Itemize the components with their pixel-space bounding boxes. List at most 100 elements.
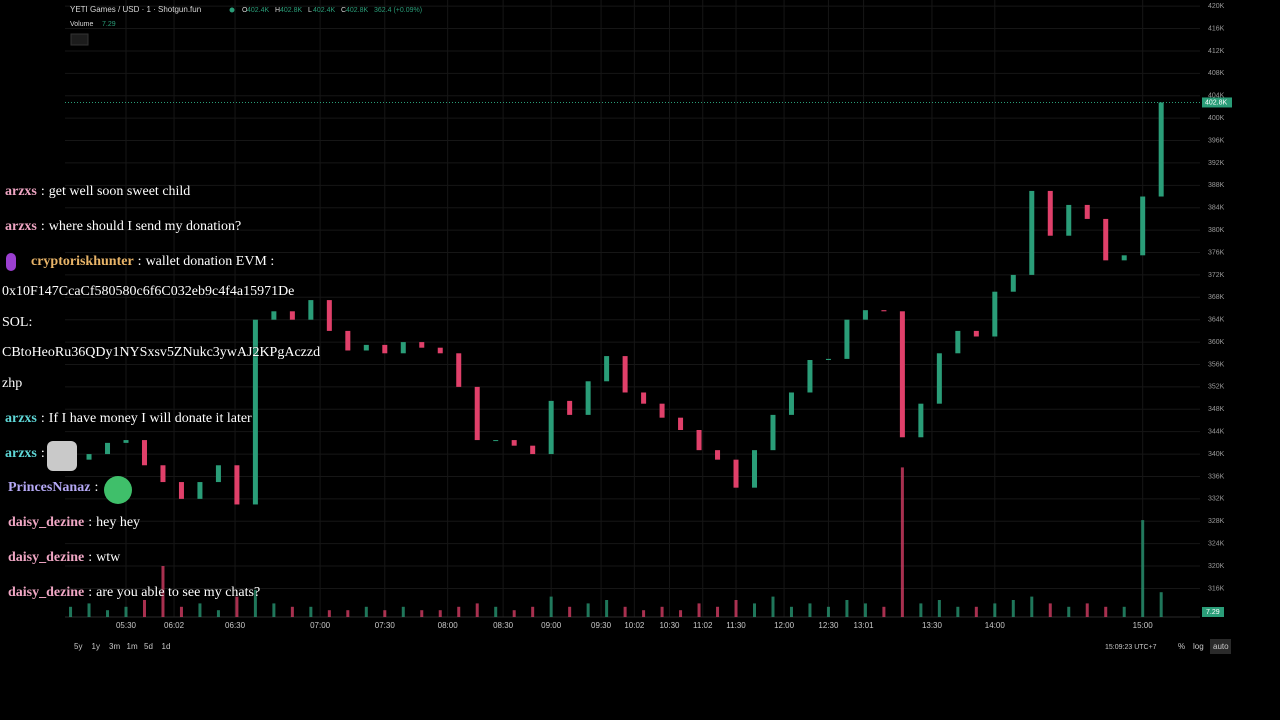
volume-bar xyxy=(420,610,424,617)
x-tick-label: 11:30 xyxy=(726,621,746,630)
y-tick-label: 376K xyxy=(1208,249,1225,256)
volume-bar xyxy=(642,610,646,617)
x-tick-label: 08:00 xyxy=(438,621,459,630)
change: 362.4 (+0.09%) xyxy=(374,7,422,14)
y-tick-label: 356K xyxy=(1208,361,1225,368)
volume-bar xyxy=(716,606,720,617)
candle xyxy=(400,342,406,354)
candle xyxy=(622,356,628,393)
volume-bar xyxy=(235,596,239,617)
candle xyxy=(788,392,794,415)
period-button[interactable]: 1m xyxy=(127,642,138,651)
y-tick-label: 396K xyxy=(1208,137,1225,144)
chat-text: If I have money I will donate it later xyxy=(48,411,252,426)
ohlc-value: 402.8K xyxy=(280,7,303,14)
blob-emote xyxy=(104,476,132,504)
y-tick-label: 340K xyxy=(1208,451,1225,458)
volume-bar xyxy=(845,600,849,617)
x-tick-label: 12:30 xyxy=(818,621,839,630)
auto-bg xyxy=(1210,639,1231,654)
volume-bar xyxy=(457,606,461,617)
volume-bar xyxy=(789,606,793,617)
collapse-button[interactable] xyxy=(70,33,89,46)
candle xyxy=(862,310,868,320)
chat-user: daisy_dezine xyxy=(8,550,85,565)
scale-option[interactable]: auto xyxy=(1213,642,1229,651)
candle xyxy=(493,440,499,442)
chat-message: arzxs: where should I send my donation? xyxy=(5,219,241,235)
ohlc-value: 402.4K xyxy=(313,7,336,14)
volume-bar xyxy=(1067,606,1071,617)
volume-bar xyxy=(106,610,110,617)
candle xyxy=(530,445,536,455)
chat-message: zhp xyxy=(2,376,22,392)
candle xyxy=(973,330,979,337)
volume-bar xyxy=(549,596,553,617)
chat-separator: : xyxy=(40,184,45,199)
chat-user: daisy_dezine xyxy=(8,515,85,530)
y-tick-label: 372K xyxy=(1208,272,1225,279)
candle xyxy=(271,311,277,320)
chat-separator: : xyxy=(40,411,45,426)
period-button[interactable]: 1d xyxy=(162,642,171,651)
volume-bar xyxy=(309,606,313,617)
candle xyxy=(899,311,905,438)
volume-bar xyxy=(327,610,331,617)
volume-bar xyxy=(290,606,294,617)
x-tick-label: 10:02 xyxy=(624,621,645,630)
last-price-label: 402.8K xyxy=(1205,99,1228,106)
volume-bar xyxy=(346,610,350,617)
x-tick-label: 15:00 xyxy=(1133,621,1154,630)
candle xyxy=(1158,102,1164,197)
candle xyxy=(715,450,721,460)
period-button[interactable]: 5d xyxy=(144,642,153,651)
chat-separator: : xyxy=(88,585,93,600)
chat-text: get well soon sweet child xyxy=(48,184,191,199)
chat-message: SOL: xyxy=(2,315,32,331)
period-button[interactable]: 1y xyxy=(92,642,100,651)
scale-option[interactable]: % xyxy=(1178,642,1185,651)
mic-badge xyxy=(6,253,16,271)
volume-bar xyxy=(679,610,683,617)
volume-bar xyxy=(198,603,202,617)
y-tick-label: 364K xyxy=(1208,317,1225,324)
volume-box xyxy=(1202,607,1224,617)
x-tick-label: 06:30 xyxy=(225,621,246,630)
chat-separator: : xyxy=(88,515,93,530)
chat-user: arzxs xyxy=(5,446,37,461)
y-tick-label: 344K xyxy=(1208,429,1225,436)
volume-bar xyxy=(623,606,627,617)
volume-bar xyxy=(1141,520,1145,617)
volume-bar xyxy=(956,606,960,617)
x-tick-label: 11:02 xyxy=(693,621,713,630)
volume-bar xyxy=(1104,606,1108,617)
chat-text: are you able to see my chats? xyxy=(96,585,261,600)
candle xyxy=(345,330,351,351)
status-dot xyxy=(229,7,235,13)
chat-text: wallet donation EVM : xyxy=(145,254,275,269)
period-button[interactable]: 3m xyxy=(109,642,120,651)
chat-text: 0x10F147CcaCf580580c6f6C032eb9c4f4a15971… xyxy=(2,284,295,299)
volume-bar xyxy=(272,603,276,617)
volume-bar xyxy=(124,606,128,617)
volume-bar xyxy=(216,610,220,617)
chat-message: arzxs: If I have money I will donate it l… xyxy=(5,411,252,427)
candle xyxy=(752,450,758,488)
chat-user: arzxs xyxy=(5,411,37,426)
y-tick-label: 332K xyxy=(1208,496,1225,503)
scale-option[interactable]: log xyxy=(1193,642,1204,651)
ohlc-value: 402.8K xyxy=(346,7,369,14)
cat-emote xyxy=(47,441,77,471)
candle xyxy=(437,347,443,354)
candle xyxy=(363,344,369,351)
ohlc-key: L xyxy=(308,7,312,14)
chat-message: CBtoHeoRu36QDy1NYSxsv5ZNukc3ywAJ2KPgAczz… xyxy=(2,345,320,361)
volume-bar xyxy=(1159,592,1163,617)
period-button[interactable]: 5y xyxy=(74,642,82,651)
candle xyxy=(1084,204,1090,219)
candle xyxy=(1103,218,1109,261)
volume-bar xyxy=(771,596,775,617)
volume-bar xyxy=(494,606,498,617)
x-tick-label: 07:30 xyxy=(375,621,396,630)
